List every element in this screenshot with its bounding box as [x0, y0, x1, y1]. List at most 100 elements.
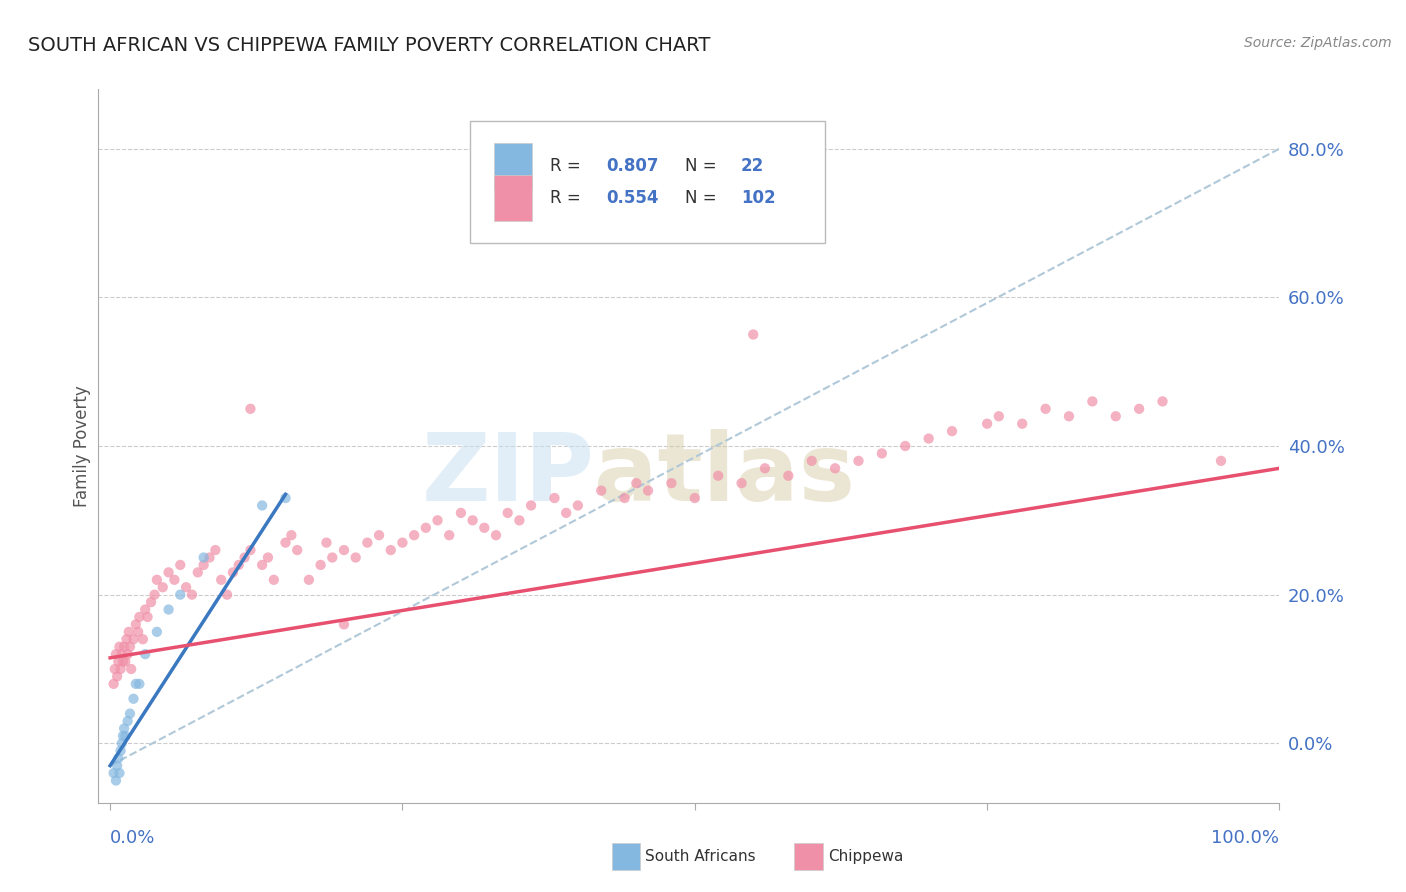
Point: [257, 550, 280, 565]
Point: [380, 543, 402, 558]
Point: [250, 558, 273, 572]
Point: [520, 499, 543, 513]
Point: [111, 655, 134, 669]
Point: [1152, 394, 1174, 409]
Point: [263, 573, 285, 587]
Point: [104, 647, 127, 661]
Point: [976, 417, 998, 431]
Text: 102: 102: [741, 189, 776, 207]
Point: [228, 558, 250, 572]
Point: [496, 506, 519, 520]
Point: [1011, 417, 1033, 431]
Point: [1035, 401, 1057, 416]
Y-axis label: Family Poverty: Family Poverty: [73, 385, 91, 507]
Point: [128, 610, 150, 624]
Point: [344, 550, 367, 565]
FancyBboxPatch shape: [494, 175, 531, 221]
Point: [848, 454, 870, 468]
Text: ZIP: ZIP: [422, 428, 595, 521]
Point: [450, 506, 472, 520]
Point: [146, 573, 169, 587]
Point: [321, 550, 343, 565]
Point: [1128, 401, 1150, 416]
Point: [274, 535, 297, 549]
Text: SOUTH AFRICAN VS CHIPPEWA FAMILY POVERTY CORRELATION CHART: SOUTH AFRICAN VS CHIPPEWA FAMILY POVERTY…: [28, 36, 710, 54]
Point: [118, 706, 141, 721]
Point: [215, 588, 238, 602]
Point: [103, 766, 125, 780]
Point: [117, 714, 139, 728]
Point: [169, 558, 191, 572]
Point: [198, 550, 221, 565]
Point: [333, 617, 356, 632]
Point: [315, 535, 337, 549]
Point: [181, 588, 204, 602]
Point: [239, 543, 262, 558]
Point: [1209, 454, 1232, 468]
Point: [250, 499, 273, 513]
Point: [333, 543, 356, 558]
Point: [404, 528, 426, 542]
Point: [941, 424, 963, 438]
Point: [104, 662, 127, 676]
Point: [157, 602, 180, 616]
FancyBboxPatch shape: [471, 121, 825, 243]
Point: [105, 669, 128, 683]
Text: 0.0%: 0.0%: [110, 829, 156, 847]
Point: [108, 640, 131, 654]
Point: [127, 624, 149, 639]
Point: [122, 632, 145, 647]
Point: [637, 483, 659, 498]
Point: [193, 550, 215, 565]
Point: [118, 640, 141, 654]
Point: [800, 454, 823, 468]
Point: [1105, 409, 1128, 424]
Point: [139, 595, 162, 609]
Point: [105, 758, 128, 772]
Point: [108, 766, 131, 780]
Point: [125, 677, 148, 691]
Point: [426, 513, 449, 527]
Point: [107, 655, 129, 669]
Point: [1081, 394, 1104, 409]
Point: [146, 624, 169, 639]
Point: [356, 535, 378, 549]
Text: atlas: atlas: [595, 428, 855, 521]
Point: [730, 476, 752, 491]
Point: [112, 722, 135, 736]
Text: 0.554: 0.554: [606, 189, 659, 207]
Point: [555, 506, 578, 520]
Point: [613, 491, 636, 505]
Text: 0.807: 0.807: [606, 157, 659, 175]
Point: [157, 566, 180, 580]
Point: [143, 588, 166, 602]
Point: [110, 744, 132, 758]
Point: [274, 491, 297, 505]
Point: [111, 736, 134, 750]
Text: Source: ZipAtlas.com: Source: ZipAtlas.com: [1244, 36, 1392, 50]
Point: [209, 573, 232, 587]
Point: [298, 573, 321, 587]
Point: [567, 499, 589, 513]
Point: [707, 468, 730, 483]
Point: [132, 632, 155, 647]
Point: [115, 632, 138, 647]
Point: [134, 647, 156, 661]
Point: [415, 521, 437, 535]
Point: [508, 513, 530, 527]
Point: [187, 566, 209, 580]
Point: [193, 558, 215, 572]
Text: N =: N =: [685, 157, 723, 175]
Point: [485, 528, 508, 542]
Point: [122, 691, 145, 706]
Point: [543, 491, 565, 505]
Text: N =: N =: [685, 189, 723, 207]
Point: [754, 461, 776, 475]
Text: 100.0%: 100.0%: [1212, 829, 1279, 847]
Point: [309, 558, 332, 572]
Point: [120, 662, 142, 676]
Point: [683, 491, 706, 505]
Point: [742, 327, 765, 342]
Point: [239, 401, 262, 416]
Point: [368, 528, 391, 542]
